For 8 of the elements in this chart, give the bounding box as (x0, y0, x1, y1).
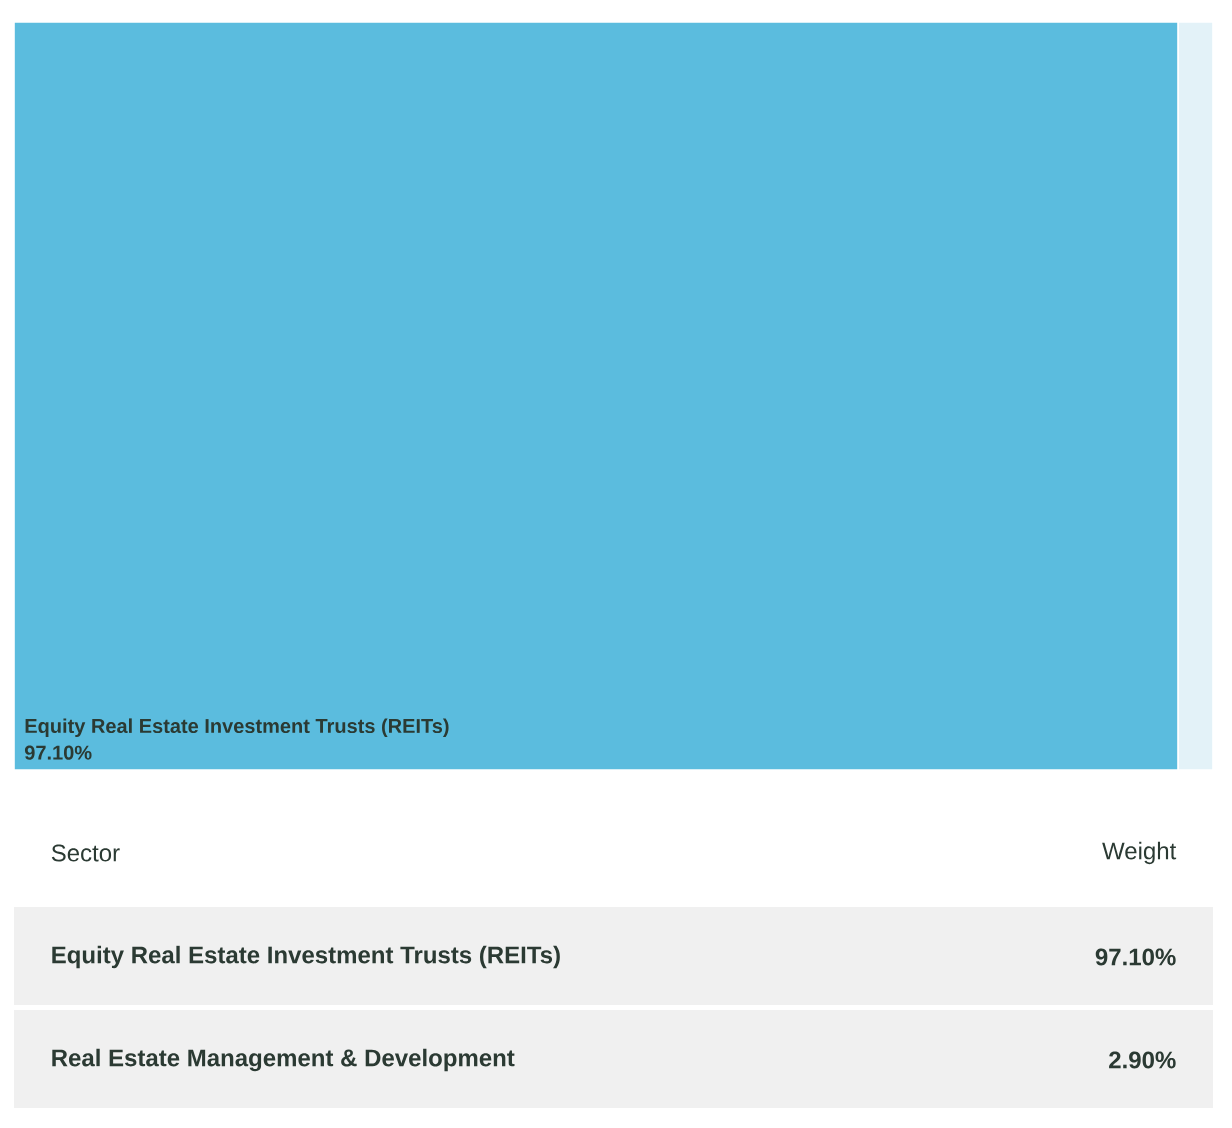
category-label: Equity Real Estate Investment Trusts (REITs) (52, 945, 560, 969)
category-label: Real Estate Management & Development (52, 1048, 515, 1072)
data-label: 97.10% (24, 745, 92, 760)
text: 97.10% (1095, 948, 1176, 966)
text: Sector (51, 844, 120, 862)
data-label: 2.90% (1109, 1051, 1176, 1069)
text: Weight (1102, 841, 1177, 865)
category-label: Equity Real Estate Investment Trusts (REITs) (25, 718, 449, 738)
